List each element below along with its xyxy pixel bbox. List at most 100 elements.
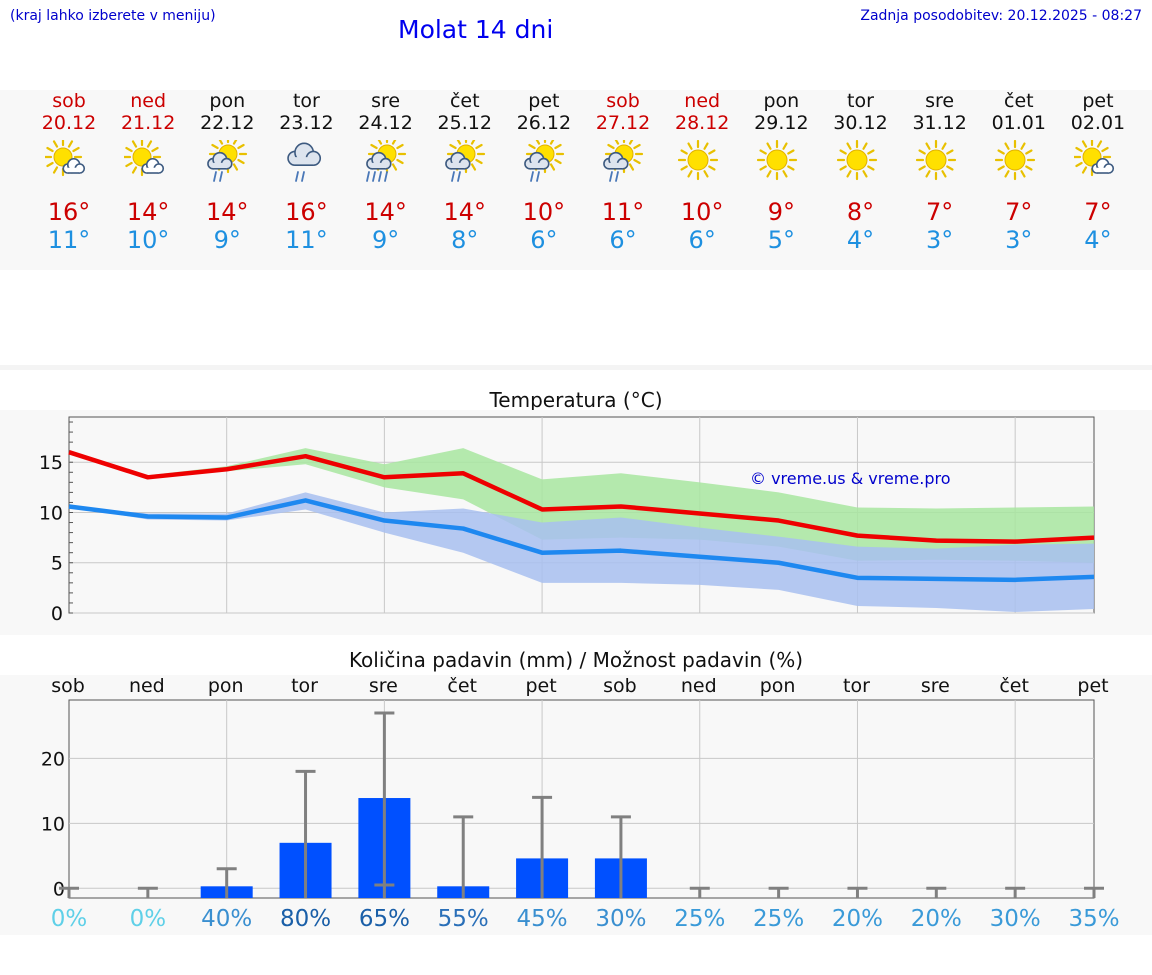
precip-chance: 30%: [595, 906, 646, 932]
sun-disc: [1004, 149, 1026, 171]
category-label: ned: [129, 675, 165, 697]
forecast-day: sob 27.12 11° 6°: [583, 90, 663, 254]
precip-chance: 25%: [674, 906, 725, 932]
sun-disc: [925, 149, 947, 171]
temp-min: 10°: [126, 226, 170, 254]
day-date: 20.12: [41, 112, 97, 134]
precip-chance: 40%: [201, 906, 252, 932]
category-label: čet: [999, 675, 1029, 697]
sun-icon: [757, 140, 798, 181]
temp-max: 8°: [846, 198, 875, 226]
day-name: sre: [371, 90, 401, 112]
temp-max: 7°: [1005, 198, 1033, 226]
sun-disc: [132, 147, 152, 167]
sun-rays: [124, 140, 162, 177]
cloud-shape: [62, 157, 86, 174]
forecast-day: čet 25.12 14° 8°: [425, 90, 505, 254]
sun-disc: [846, 149, 867, 171]
temp-max: 14°: [443, 198, 487, 226]
precip-chance: 25%: [753, 906, 804, 932]
day-date: 29.12: [754, 112, 809, 134]
rain-drops: [609, 171, 619, 182]
day-name: ned: [130, 90, 167, 112]
sun-rays: [994, 140, 1035, 181]
temp-min: 9°: [213, 226, 241, 254]
category-label: pon: [208, 675, 244, 697]
day-date: 02.01: [1070, 112, 1126, 134]
forecast-day: ned 21.12 14° 10°: [108, 90, 188, 254]
plot-area: [68, 699, 1095, 899]
day-date: 22.12: [200, 112, 255, 134]
max-temp-line: [68, 450, 1095, 544]
cloud-shape: [207, 151, 233, 170]
precip-chance: 30%: [990, 906, 1041, 932]
sun-disc: [766, 149, 788, 171]
sun-cloud-rain-icon: [524, 140, 564, 182]
precip-chance: 20%: [911, 906, 962, 932]
temp-max: 16°: [285, 198, 328, 226]
y-tick-label: 0: [53, 878, 65, 900]
day-name: pon: [209, 90, 246, 112]
forecast-day: sre 31.12 7° 3°: [900, 90, 980, 254]
sun-cloud-icon: [124, 140, 165, 177]
forecast-day: tor 23.12 16° 11°: [266, 90, 346, 254]
sun-cloud-rain-icon: [603, 140, 644, 182]
temp-max: 16°: [47, 198, 91, 226]
day-name: sob: [606, 90, 640, 112]
precip-chance: 65%: [359, 906, 410, 932]
sun-icon: [915, 140, 956, 181]
day-date: 30.12: [833, 112, 888, 134]
temp-max: 9°: [767, 198, 795, 226]
sun-cloud-icon: [45, 140, 86, 177]
temperature-chart: 0 5 10 15 © vreme.us & vreme.pro: [39, 416, 1095, 625]
day-name: sre: [925, 90, 955, 112]
category-label: pet: [1077, 675, 1108, 697]
day-name: pon: [763, 90, 800, 112]
sun-disc: [53, 147, 73, 167]
y-tick-label: 5: [51, 553, 63, 575]
rain-drops: [450, 171, 461, 182]
temperature-title: Temperatura (°C): [489, 388, 663, 412]
forecast-day: čet 01.01 7° 3°: [979, 90, 1059, 254]
rain-drops: [295, 171, 306, 182]
cloud-shape: [1091, 157, 1114, 174]
forecast-day: tor 30.12 8° 4°: [821, 90, 901, 254]
temp-max: 14°: [364, 198, 407, 226]
forecast-day: sob 20.12 16° 11°: [29, 90, 109, 254]
day-date: 31.12: [912, 112, 967, 134]
day-date: 25.12: [437, 112, 492, 134]
day-name: čet: [449, 90, 480, 112]
forecast-day: sre 24.12 14° 9°: [346, 90, 426, 254]
sun-cloud-icon: [1073, 140, 1114, 177]
cloud-shape: [287, 142, 322, 167]
forecast-day: pet 02.01 7° 4°: [1058, 90, 1138, 254]
watermark: © vreme.us & vreme.pro: [750, 469, 951, 488]
precipitation-title: Količina padavin (mm) / Možnost padavin …: [348, 648, 804, 672]
day-name: tor: [847, 90, 874, 112]
temp-max: 14°: [126, 198, 170, 226]
day-date: 01.01: [991, 112, 1046, 134]
day-date: 24.12: [358, 112, 413, 134]
category-label: tor: [843, 675, 870, 697]
sun-cloud-heavy-rain-icon: [365, 140, 406, 182]
min-temp-line: [68, 498, 1095, 583]
cloud-shape: [524, 151, 550, 170]
temp-min: 3°: [1005, 226, 1033, 254]
temp-max: 14°: [206, 198, 249, 226]
temp-min: 9°: [371, 226, 400, 254]
cloud-shape: [603, 151, 629, 170]
day-name: sob: [52, 90, 86, 112]
sun-rays: [525, 140, 564, 174]
category-label: sob: [51, 675, 85, 697]
category-label: tor: [291, 675, 318, 697]
rain-drops: [529, 171, 540, 182]
cloud-shape: [141, 157, 165, 174]
temp-max: 11°: [601, 198, 645, 226]
temp-max: 10°: [522, 198, 566, 226]
temp-min: 4°: [846, 226, 875, 254]
day-name: ned: [684, 90, 721, 112]
separator-panel: [0, 365, 1152, 370]
category-label: sre: [369, 675, 398, 697]
day-date: 27.12: [595, 112, 651, 134]
y-tick-label: 15: [39, 452, 63, 474]
